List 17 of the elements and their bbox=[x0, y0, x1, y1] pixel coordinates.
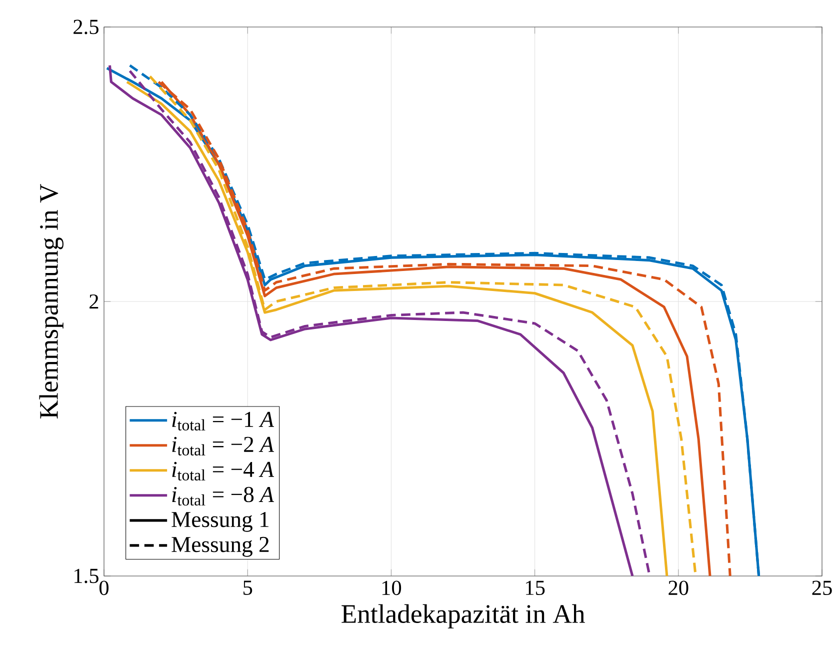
legend-label: Messung 1 bbox=[172, 512, 268, 532]
y-tick-label: 2.5 bbox=[74, 20, 98, 34]
x-tick-label: 5 bbox=[244, 580, 252, 595]
x-tick-label: 10 bbox=[382, 580, 402, 596]
x-tick-label: 0 bbox=[99, 580, 109, 596]
x-tick-label: 20 bbox=[668, 580, 688, 596]
legend-label: i$_{total}$ = −8 A bbox=[172, 486, 274, 506]
y-axis-title: Klemmspannung in V bbox=[39, 184, 64, 418]
legend-label: i$_{total}$ = −1 A bbox=[172, 412, 274, 430]
x-axis-title: Entladekapazität in Ah bbox=[342, 604, 585, 628]
y-tick-label: 2 bbox=[90, 294, 98, 309]
y-tick-label: 1.5 bbox=[74, 568, 98, 584]
x-tick-label: 25 bbox=[812, 580, 832, 596]
legend-label: Messung 2 bbox=[172, 536, 269, 557]
legend-label: i$_{total}$ = −2 A bbox=[172, 436, 274, 456]
legend-label: i$_{total}$ = −4 A bbox=[172, 462, 274, 480]
x-tick-label: 15 bbox=[526, 580, 545, 596]
